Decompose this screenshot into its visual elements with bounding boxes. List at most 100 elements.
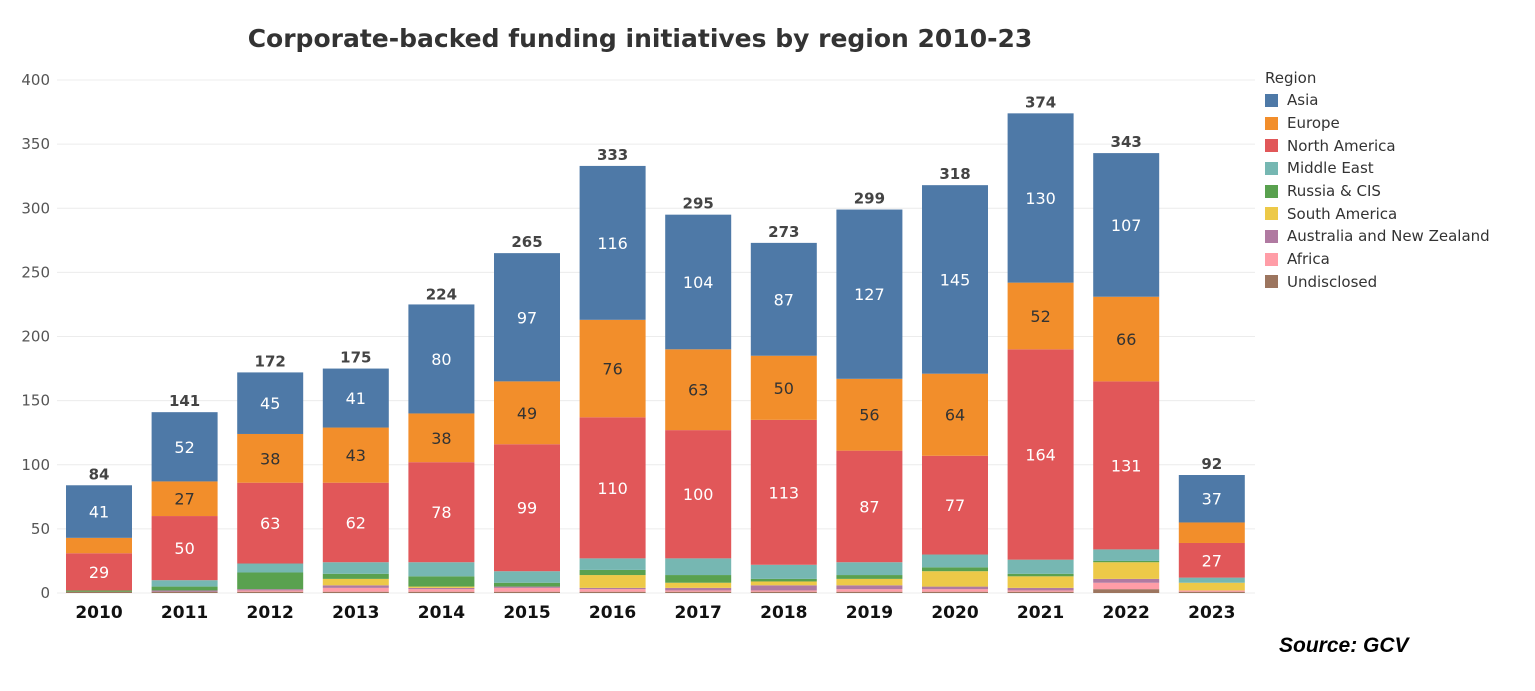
bar-segment-undisclosed [151, 591, 218, 593]
bar-segment-russia-cis [1007, 573, 1074, 577]
bar-segment-north-america [322, 482, 389, 563]
y-tick-label: 400 [21, 71, 50, 89]
x-tick-label: 2022 [1103, 603, 1150, 623]
y-tick-label: 250 [21, 263, 50, 281]
bar-segment-africa [750, 590, 817, 592]
x-tick-label: 2016 [589, 603, 636, 623]
bar-segment-australia-and-new-zealand [494, 586, 560, 588]
data-label: 97 [517, 308, 537, 327]
data-label: 164 [1025, 445, 1056, 464]
bar-segment-undisclosed [579, 591, 646, 593]
bar-segment-africa [1093, 582, 1160, 590]
bar-segment-asia [322, 368, 389, 428]
stacked-bar-chart: 0 50 100 150 200 250 300 350 400 41 29 84 52 27 50 141… [21, 71, 1255, 623]
x-tick-label: 2021 [1017, 603, 1064, 623]
bar-segment-europe [922, 373, 988, 456]
legend-label: North America [1287, 136, 1396, 155]
data-label: 52 [174, 438, 194, 457]
data-label: 37 [1202, 490, 1222, 509]
legend-swatch [1265, 184, 1278, 198]
bar-segment-undisclosed [1007, 591, 1074, 593]
bar-segment-south-america [408, 586, 475, 588]
data-label: 100 [683, 485, 714, 504]
bar-segment-europe [66, 537, 132, 554]
legend-swatch [1265, 139, 1278, 153]
bar-segment-russia-cis [322, 573, 389, 579]
data-label: 50 [774, 379, 794, 398]
total-label: 295 [683, 195, 714, 213]
bar-segment-north-america [665, 430, 732, 559]
bar-segment-asia [494, 253, 560, 382]
bar-segment-australia-and-new-zealand [237, 589, 304, 591]
bar-segment-australia-and-new-zealand [1093, 578, 1160, 583]
x-tick-label: 2015 [503, 603, 550, 623]
bar-segment-undisclosed [1093, 589, 1160, 593]
bar-segment-north-america [408, 462, 475, 563]
bar-segment-russia-cis [237, 572, 304, 590]
data-label: 130 [1025, 189, 1056, 208]
bar-segment-north-america [151, 516, 218, 581]
total-label: 343 [1111, 133, 1142, 151]
bar-segment-undisclosed [322, 591, 389, 593]
bar-segment-africa [494, 587, 560, 592]
legend-label: Russia & CIS [1287, 182, 1381, 201]
bar-segment-middle-east [494, 571, 560, 583]
legend-item-undisclosed: Undisclosed [1265, 271, 1490, 294]
bar-segment-africa [579, 589, 646, 592]
bar-segment-africa [1178, 590, 1245, 592]
bar-segment-australia-and-new-zealand [1007, 587, 1074, 591]
legend-swatch [1265, 207, 1278, 221]
legend-swatch [1265, 116, 1278, 130]
bar-segment-south-america [1007, 576, 1074, 588]
data-label: 62 [346, 513, 366, 532]
legend-item-north-america: North America [1265, 134, 1490, 157]
bar-segment-asia [922, 185, 988, 374]
bar-segment-russia-cis [750, 578, 817, 582]
bar-segment-middle-east [408, 562, 475, 577]
total-label: 175 [340, 349, 371, 367]
bar-segment-asia [408, 304, 475, 414]
legend-label: Middle East [1287, 159, 1374, 178]
legend-swatch [1265, 252, 1278, 266]
bar-segment-south-america [836, 578, 903, 586]
y-tick-label: 100 [21, 456, 50, 474]
total-label: 333 [597, 146, 628, 164]
bar-segment-australia-and-new-zealand [665, 587, 732, 591]
legend-item-europe: Europe [1265, 112, 1490, 135]
bar-segment-russia-cis [836, 575, 903, 579]
bar-segment-north-america [494, 444, 560, 572]
bar-segment-south-america [1093, 562, 1160, 579]
bar-segment-asia [1178, 475, 1245, 523]
bar-segment-south-america [579, 575, 646, 588]
legend-label: Africa [1287, 250, 1330, 269]
bar-segment-middle-east [750, 564, 817, 579]
bar-segment-south-america [322, 578, 389, 586]
bar-segment-europe [408, 413, 475, 463]
bar-segment-undisclosed [1178, 591, 1245, 593]
bar-segment-australia-and-new-zealand [408, 587, 475, 590]
bar-segment-asia [1093, 153, 1160, 297]
bar-segment-asia [579, 165, 646, 320]
bar-segment-north-america [579, 417, 646, 559]
bar-segment-middle-east [579, 558, 646, 570]
bar-segment-middle-east [1007, 559, 1074, 574]
bars [66, 113, 1245, 593]
bar-segment-europe [237, 433, 304, 483]
bar-segment-australia-and-new-zealand [322, 585, 389, 588]
bar-segment-north-america [922, 455, 988, 555]
bar-segment-north-america [237, 482, 304, 564]
source-note: Source: GCV [1279, 634, 1409, 657]
bar-segment-russia-cis [408, 576, 475, 587]
bar-segment-asia [836, 209, 903, 379]
data-label: 63 [260, 514, 280, 533]
bar-segment-middle-east [922, 554, 988, 568]
x-tick-label: 2011 [161, 603, 208, 623]
legend-item-russia-cis: Russia & CIS [1265, 180, 1490, 203]
data-label: 77 [945, 496, 965, 515]
chart-title: Corporate-backed funding initiatives by … [247, 24, 1033, 53]
legend-swatch [1265, 161, 1278, 175]
bar-segment-russia-cis [665, 575, 732, 583]
legend-swatch [1265, 93, 1278, 107]
bar-segment-north-america [66, 553, 132, 591]
data-label: 80 [431, 350, 451, 369]
